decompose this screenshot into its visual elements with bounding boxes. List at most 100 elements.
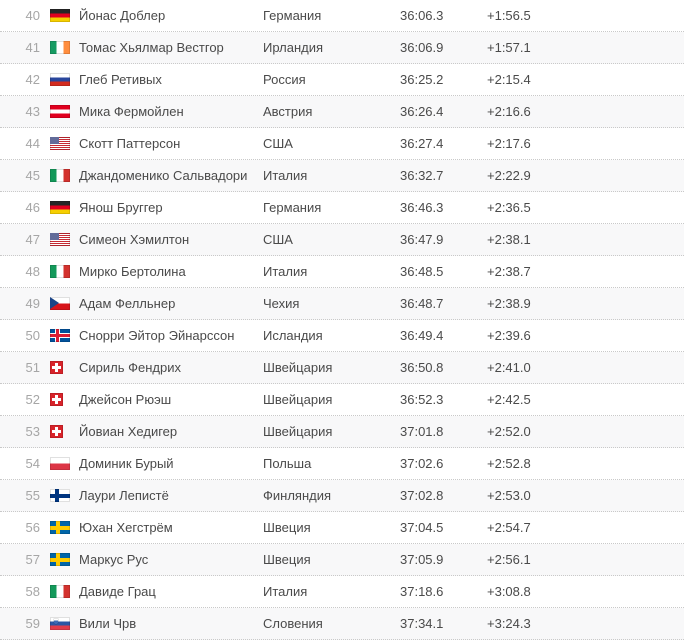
athlete-name: Симеон Хэмилтон	[79, 232, 190, 247]
athlete-name: Вили Чрв	[79, 616, 137, 631]
finish-time: 37:01.8	[400, 424, 444, 439]
table-row[interactable]: 52 Джейсон Рюэш Швейцария 36:52.3 +2:42.…	[0, 384, 684, 416]
table-row[interactable]: 54 Доминик Бурый Польша 37:02.6 +2:52.8	[0, 448, 684, 480]
time-gap: +2:53.0	[487, 488, 531, 503]
athlete-name: Адам Фелльнер	[79, 296, 176, 311]
table-row[interactable]: 49 Адам Фелльнер Чехия 36:48.7 +2:38.9	[0, 288, 684, 320]
flag-usa-icon	[50, 137, 70, 150]
table-row[interactable]: 59 Вили Чрв Словения 37:34.1 +3:24.3	[0, 608, 684, 640]
finish-time: 36:52.3	[400, 392, 444, 407]
table-row[interactable]: 40 Йонас Доблер Германия 36:06.3 +1:56.5	[0, 0, 684, 32]
time-gap: +1:57.1	[487, 40, 531, 55]
flag-poland-icon	[50, 457, 70, 470]
table-row[interactable]: 42 Глеб Ретивых Россия 36:25.2 +2:15.4	[0, 64, 684, 96]
country-name: Ирландия	[263, 40, 324, 55]
flag-finland-icon	[50, 489, 70, 502]
flag-slot	[50, 329, 70, 342]
rank-label: 49	[25, 296, 40, 311]
table-row[interactable]: 57 Маркус Рус Швеция 37:05.9 +2:56.1	[0, 544, 684, 576]
finish-time: 36:25.2	[400, 72, 444, 87]
time-gap: +2:38.1	[487, 232, 531, 247]
table-row[interactable]: 53 Йовиан Хедигер Швейцария 37:01.8 +2:5…	[0, 416, 684, 448]
rank-label: 45	[25, 168, 40, 183]
time-gap: +2:39.6	[487, 328, 531, 343]
flag-slot	[50, 265, 70, 278]
finish-time: 36:26.4	[400, 104, 444, 119]
country-name: Польша	[263, 456, 312, 471]
table-row[interactable]: 50 Снорри Эйтор Эйнарссон Исландия 36:49…	[0, 320, 684, 352]
athlete-name: Йовиан Хедигер	[79, 424, 178, 439]
flag-austria-icon	[50, 105, 70, 118]
country-name: Швеция	[263, 552, 311, 567]
flag-ireland-icon	[50, 41, 70, 54]
time-gap: +2:54.7	[487, 520, 531, 535]
flag-slovenia-icon	[50, 617, 70, 630]
flag-slot	[50, 393, 70, 406]
flag-slot	[50, 9, 70, 22]
country-name: Швейцария	[263, 392, 333, 407]
rank-label: 55	[25, 488, 40, 503]
flag-slot	[50, 617, 70, 630]
rank-label: 57	[25, 552, 40, 567]
rank-label: 56	[25, 520, 40, 535]
flag-switzerland-icon	[50, 425, 63, 438]
finish-time: 37:34.1	[400, 616, 444, 631]
flag-slot	[50, 585, 70, 598]
flag-slot	[50, 137, 70, 150]
rank-label: 46	[25, 200, 40, 215]
table-row[interactable]: 46 Янош Бруггер Германия 36:46.3 +2:36.5	[0, 192, 684, 224]
rank-label: 48	[25, 264, 40, 279]
athlete-name: Томас Хьялмар Вестгор	[79, 40, 224, 55]
rank-label: 58	[25, 584, 40, 599]
country-name: Германия	[263, 200, 322, 215]
table-row[interactable]: 51 Сириль Фендрих Швейцария 36:50.8 +2:4…	[0, 352, 684, 384]
table-row[interactable]: 45 Джандоменико Сальвадори Италия 36:32.…	[0, 160, 684, 192]
country-name: Австрия	[263, 104, 313, 119]
rank-label: 42	[25, 72, 40, 87]
athlete-name: Снорри Эйтор Эйнарссон	[79, 328, 235, 343]
table-row[interactable]: 41 Томас Хьялмар Вестгор Ирландия 36:06.…	[0, 32, 684, 64]
flag-czechia-icon	[50, 297, 70, 310]
flag-italy-icon	[50, 265, 70, 278]
flag-iceland-icon	[50, 329, 70, 342]
rank-label: 40	[25, 8, 40, 23]
athlete-name: Маркус Рус	[79, 552, 149, 567]
table-row[interactable]: 47 Симеон Хэмилтон США 36:47.9 +2:38.1	[0, 224, 684, 256]
country-name: Швеция	[263, 520, 311, 535]
table-row[interactable]: 48 Мирко Бертолина Италия 36:48.5 +2:38.…	[0, 256, 684, 288]
rank-label: 54	[25, 456, 40, 471]
table-row[interactable]: 55 Лаури Лепистё Финляндия 37:02.8 +2:53…	[0, 480, 684, 512]
finish-time: 37:05.9	[400, 552, 444, 567]
rank-label: 47	[25, 232, 40, 247]
athlete-name: Лаури Лепистё	[79, 488, 169, 503]
table-row[interactable]: 43 Мика Фермойлен Австрия 36:26.4 +2:16.…	[0, 96, 684, 128]
rank-label: 53	[25, 424, 40, 439]
flag-slot	[50, 489, 70, 502]
flag-slot	[50, 361, 70, 374]
table-row[interactable]: 44 Скотт Паттерсон США 36:27.4 +2:17.6	[0, 128, 684, 160]
flag-slot	[50, 73, 70, 86]
table-row[interactable]: 56 Юхан Хегстрём Швеция 37:04.5 +2:54.7	[0, 512, 684, 544]
athlete-name: Янош Бруггер	[79, 200, 163, 215]
finish-time: 36:06.3	[400, 8, 444, 23]
flag-switzerland-icon	[50, 361, 63, 374]
finish-time: 37:18.6	[400, 584, 444, 599]
athlete-name: Джейсон Рюэш	[79, 392, 172, 407]
time-gap: +2:38.9	[487, 296, 531, 311]
table-row[interactable]: 58 Давиде Грац Италия 37:18.6 +3:08.8	[0, 576, 684, 608]
athlete-name: Джандоменико Сальвадори	[79, 168, 248, 183]
time-gap: +3:08.8	[487, 584, 531, 599]
finish-time: 36:48.5	[400, 264, 444, 279]
rank-label: 51	[25, 360, 40, 375]
country-name: Словения	[263, 616, 323, 631]
finish-time: 36:27.4	[400, 136, 444, 151]
finish-time: 36:32.7	[400, 168, 444, 183]
athlete-name: Глеб Ретивых	[79, 72, 162, 87]
time-gap: +2:17.6	[487, 136, 531, 151]
country-name: Исландия	[263, 328, 323, 343]
finish-time: 36:47.9	[400, 232, 444, 247]
time-gap: +2:22.9	[487, 168, 531, 183]
rank-label: 50	[25, 328, 40, 343]
flag-slot	[50, 297, 70, 310]
